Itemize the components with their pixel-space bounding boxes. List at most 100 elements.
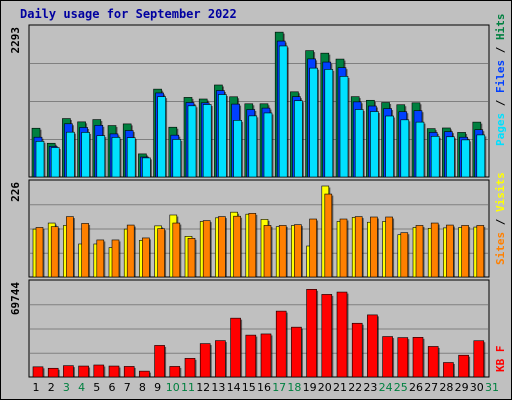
kbytes-bar	[47, 367, 59, 378]
kbytes-bar	[321, 294, 333, 378]
day-label: 12	[196, 381, 210, 394]
top-legend: Pages / Files / Hits	[494, 14, 507, 147]
pages-bar	[202, 104, 212, 178]
pages-bar	[126, 137, 136, 178]
pages-bar	[172, 139, 182, 178]
day-label: 2	[48, 381, 55, 394]
day-label: 27	[424, 381, 438, 394]
kbytes-bar	[63, 365, 74, 378]
pages-bar	[400, 119, 410, 178]
sites-bar	[66, 216, 74, 278]
kbytes-bar	[351, 322, 363, 378]
day-label: 30	[470, 381, 484, 394]
kbytes-bar	[245, 334, 257, 378]
middle-legend: Sites / Visits	[494, 172, 507, 265]
kbytes-bar	[260, 333, 272, 378]
pages-bar	[142, 157, 151, 178]
chart-title: Daily usage for September 2022	[20, 7, 237, 21]
y-max-label: 69744	[9, 282, 22, 315]
sites-bar	[400, 232, 409, 278]
sites-bar	[324, 193, 333, 278]
sites-bar	[263, 225, 272, 278]
day-label: 4	[78, 381, 85, 394]
sites-bar	[50, 226, 59, 278]
day-label: 20	[318, 381, 332, 394]
pages-bar	[218, 94, 227, 178]
kbytes-bar	[215, 340, 226, 378]
day-label: 14	[227, 381, 241, 394]
pages-bar	[233, 120, 242, 178]
sites-bar	[96, 239, 105, 278]
pages-bar	[294, 100, 303, 178]
sites-bar	[248, 213, 257, 278]
sites-bar	[126, 224, 135, 278]
day-label: 3	[63, 381, 70, 394]
day-label: 11	[181, 381, 195, 394]
pages-bar	[111, 137, 121, 178]
kbytes-bar	[199, 343, 211, 378]
day-label: 10	[166, 381, 180, 394]
day-label: 9	[154, 381, 161, 394]
day-label: 13	[211, 381, 225, 394]
kbytes-bar	[443, 362, 454, 378]
day-label: 6	[109, 381, 116, 394]
day-label: 5	[93, 381, 100, 394]
day-label: 15	[242, 381, 256, 394]
day-label: 21	[333, 381, 347, 394]
day-label: 16	[257, 381, 271, 394]
day-label: 22	[348, 381, 362, 394]
sites-bar	[157, 228, 165, 278]
sites-bar	[339, 218, 348, 278]
sites-bar	[81, 223, 89, 278]
kbytes-bar	[397, 337, 409, 378]
kbytes-bar	[382, 336, 393, 378]
sites-bar	[476, 225, 485, 278]
sites-bar	[430, 222, 439, 278]
kbytes-bar	[154, 345, 165, 378]
sites-bar	[294, 224, 302, 278]
sites-bar	[461, 225, 469, 278]
pages-bar	[278, 45, 288, 178]
sites-bar	[172, 222, 181, 278]
pages-bar	[248, 115, 258, 178]
pages-bar	[35, 141, 45, 178]
day-label: 17	[272, 381, 286, 394]
sites-bar	[354, 216, 363, 278]
kbytes-bar	[123, 366, 135, 378]
day-label: 26	[409, 381, 423, 394]
pages-bar	[339, 76, 349, 178]
kbytes-bar	[93, 364, 105, 378]
sites-bar	[187, 238, 196, 278]
sites-bar	[233, 215, 241, 278]
pages-bar	[385, 115, 394, 178]
bottom-legend: KB F	[494, 346, 507, 373]
day-label: 7	[124, 381, 131, 394]
sites-bar	[202, 220, 211, 278]
y-max-label: 226	[9, 182, 22, 202]
day-label: 28	[439, 381, 453, 394]
sites-bar	[385, 216, 393, 278]
sites-bar	[278, 225, 287, 278]
day-label: 8	[139, 381, 146, 394]
pages-bar	[187, 105, 197, 178]
sites-bar	[415, 225, 424, 278]
pages-bar	[263, 112, 273, 178]
kbytes-bar	[78, 365, 89, 378]
day-label: 1	[33, 381, 40, 394]
pages-bar	[446, 136, 455, 178]
y-max-label: 2293	[9, 27, 22, 54]
pages-bar	[324, 69, 334, 178]
pages-bar	[430, 136, 440, 178]
day-label: 18	[287, 381, 301, 394]
day-label: 23	[363, 381, 377, 394]
kbytes-bar	[291, 326, 302, 378]
sites-bar	[309, 218, 317, 278]
kbytes-bar	[108, 365, 120, 378]
day-label: 24	[379, 381, 393, 394]
kbytes-bar	[427, 346, 439, 378]
pages-bar	[50, 147, 60, 178]
kbytes-bar	[275, 310, 287, 378]
kbytes-bar	[336, 291, 348, 378]
kbytes-bar	[367, 314, 378, 378]
